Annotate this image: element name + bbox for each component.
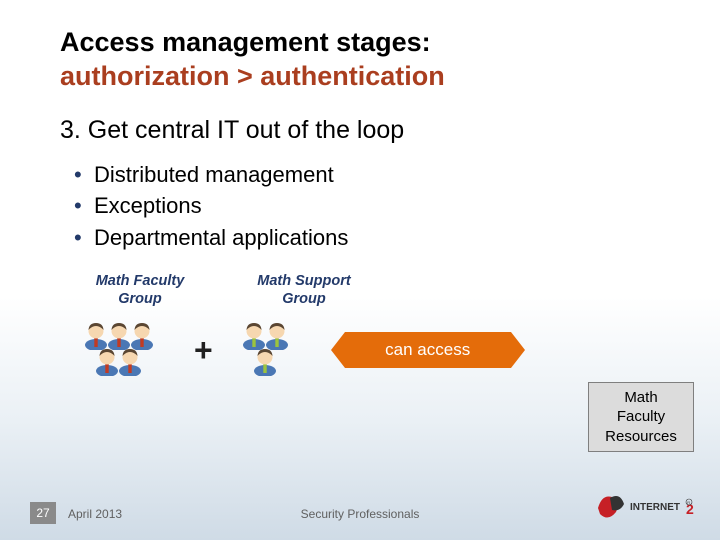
access-arrow: can access [345,332,511,368]
resource-l1: Math [624,389,657,406]
group-left-label: Math Faculty Group [60,272,220,308]
people-cluster-left [78,324,164,376]
slide-title: Access management stages: authorization … [60,26,720,94]
group-labels-row: Math Faculty Group Math Support Group [60,272,720,308]
group-left-label-l2: Group [118,291,162,307]
bullet-item: Departmental applications [94,222,720,254]
page-number: 27 [30,502,56,524]
group-right-label: Math Support Group [224,272,384,308]
bullet-list: Distributed management Exceptions Depart… [60,159,720,255]
footer: 27 April 2013 Security Professionals INT… [0,498,720,524]
slide-subtitle: 3. Get central IT out of the loop [60,116,720,145]
title-line2: authorization > authentication [60,61,445,91]
internet2-logo: INTERNET 2 R [594,492,696,522]
svg-text:INTERNET: INTERNET [630,502,680,513]
group-right-label-l2: Group [282,291,326,307]
resource-box: Math Faculty Resources [588,382,694,452]
resource-l3: Resources [605,428,677,445]
bullet-item: Distributed management [94,159,720,191]
group-left-label-l1: Math Faculty [96,273,185,289]
slide: Access management stages: authorization … [0,0,720,540]
resource-l2: Faculty [617,408,665,425]
group-right-label-l1: Math Support [257,273,350,289]
diagram-row: + can access [60,324,720,376]
plus-icon: + [194,332,213,369]
footer-date: April 2013 [68,507,122,521]
footer-center: Security Professionals [301,507,420,521]
people-cluster-right [235,324,301,376]
person-icon [116,346,144,376]
arrow-label: can access [385,340,470,360]
svg-text:R: R [687,500,690,505]
group-right: Math Support Group [224,272,384,308]
bullet-item: Exceptions [94,190,720,222]
person-icon [251,346,279,376]
title-line1: Access management stages: [60,27,431,57]
group-left: Math Faculty Group [60,272,220,308]
